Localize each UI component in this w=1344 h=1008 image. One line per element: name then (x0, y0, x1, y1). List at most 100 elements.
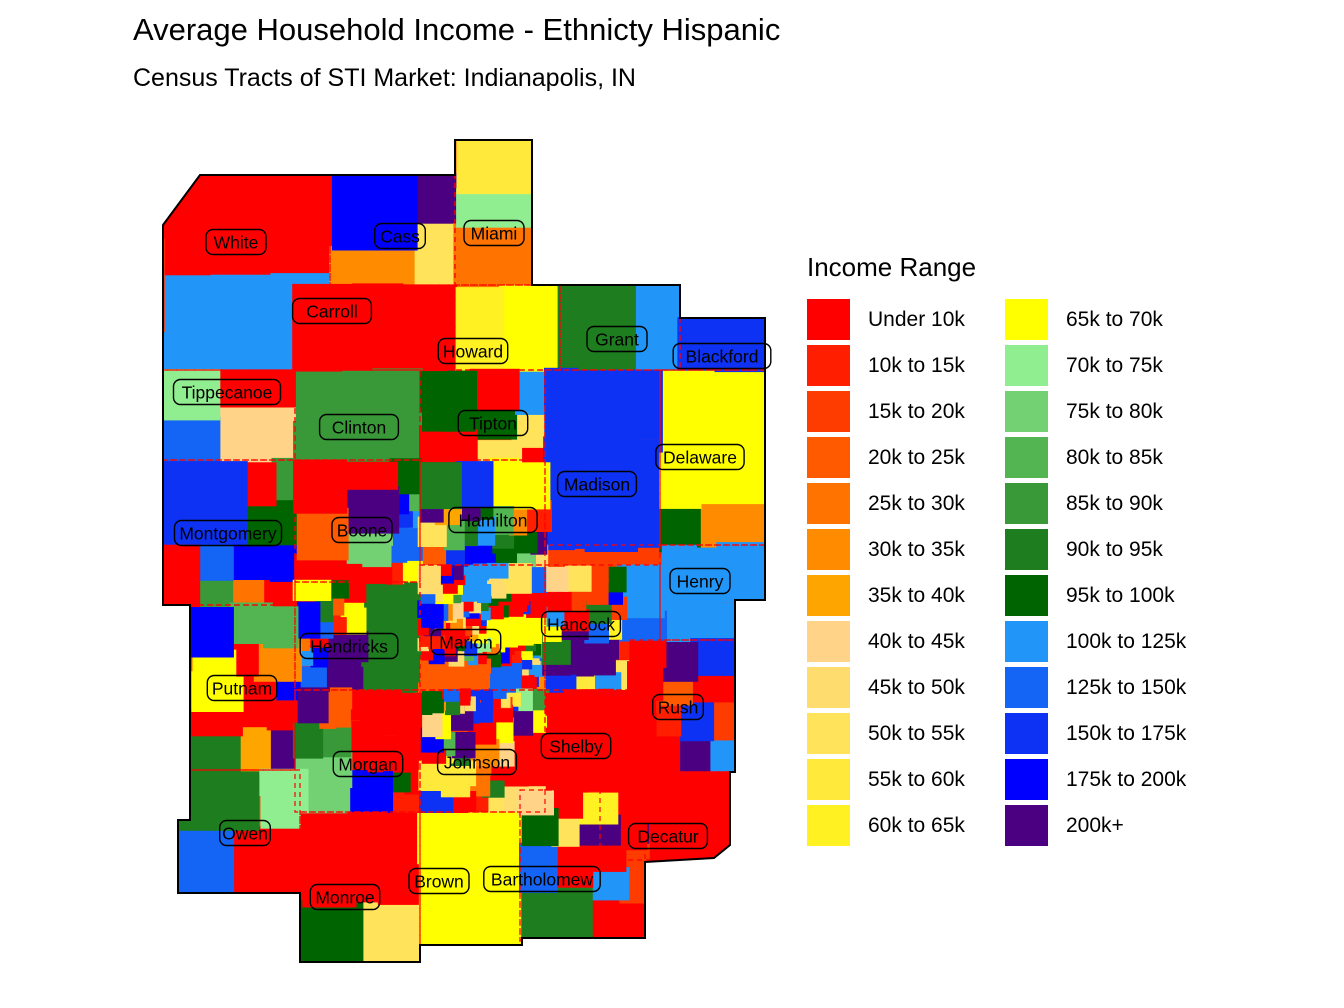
census-tract (189, 709, 243, 737)
legend-label: 80k to 85k (1066, 445, 1163, 469)
census-tract (453, 223, 536, 291)
census-tract (661, 544, 697, 588)
census-tract (488, 457, 520, 506)
county-label: Monroe (309, 883, 381, 911)
county-label-text: Hendricks (310, 637, 388, 657)
county-label-text: Decatur (637, 827, 698, 847)
county-label-text: Johnson (444, 753, 510, 773)
census-tract (521, 883, 593, 945)
census-tract (468, 812, 507, 864)
census-tract (662, 370, 715, 461)
legend-label: Under 10k (868, 307, 965, 331)
census-tract (660, 583, 692, 612)
county-label-text: Tipton (469, 414, 517, 434)
census-tract (545, 692, 571, 716)
census-tract (603, 566, 627, 593)
county-label: Marion (430, 628, 502, 656)
census-tract (514, 462, 551, 510)
census-tract (481, 689, 494, 701)
legend-label: 35k to 40k (868, 583, 965, 607)
legend-column-2: 65k to 70k 70k to 75k 75k to 80k 80k to 85k… (1005, 299, 1203, 851)
legend-swatch (807, 713, 850, 754)
county-label: Cass (374, 222, 427, 250)
census-tract (292, 283, 354, 376)
county-label-box (430, 628, 502, 656)
census-tract (422, 708, 443, 738)
county-label-text: White (214, 233, 259, 253)
legend-item: 125k to 150k (1005, 667, 1203, 708)
county-border (419, 459, 546, 566)
county-label-box (332, 750, 404, 778)
legend-label: 90k to 95k (1066, 537, 1163, 561)
legend-item: 200k+ (1005, 805, 1203, 846)
county-label-text: Putnam (212, 679, 272, 699)
legend-item: 35k to 40k (807, 575, 1005, 616)
county-label-text: Grant (595, 330, 639, 350)
census-tract (713, 697, 745, 741)
county-label: Hancock (540, 610, 622, 638)
legend-label: 95k to 100k (1066, 583, 1175, 607)
census-tract (421, 700, 433, 715)
legend-item: 175k to 200k (1005, 759, 1203, 800)
county-label-text: Morgan (338, 755, 397, 775)
legend-label: 150k to 175k (1066, 721, 1187, 745)
county-label: Blackford (672, 342, 772, 370)
county-label-box (331, 516, 393, 544)
census-tract (465, 614, 482, 626)
census-tract (206, 175, 272, 234)
census-tract (492, 717, 514, 744)
census-tract (586, 578, 609, 605)
county-border (294, 459, 421, 583)
census-tract (217, 402, 301, 468)
census-tract (527, 654, 541, 665)
legend-swatch (1005, 437, 1048, 478)
census-tract (643, 771, 734, 866)
legend-item: 30k to 35k (807, 529, 1005, 570)
county-label-box (437, 337, 509, 365)
census-tract (206, 227, 271, 275)
census-tract (417, 813, 471, 865)
census-tract (520, 672, 537, 691)
census-tract (417, 565, 441, 595)
census-tract (443, 689, 460, 702)
census-tract (302, 876, 357, 908)
census-tract (259, 768, 309, 796)
census-tract (486, 619, 498, 636)
county-label-text: Montgomery (179, 524, 277, 544)
census-tract (486, 575, 499, 586)
county-label-box (218, 819, 271, 847)
county-label: Madison (556, 470, 638, 498)
census-tract (526, 660, 539, 675)
census-tract (345, 631, 369, 663)
county-label: Tippecanoe (172, 378, 282, 406)
legend-label: 15k to 20k (868, 399, 965, 423)
county-label: Carroll (291, 297, 373, 325)
legend-swatch (807, 299, 850, 340)
legend-label: 100k to 125k (1066, 629, 1187, 653)
county-label-text: Howard (443, 342, 503, 362)
county-label-box (291, 297, 373, 325)
legend-item: 25k to 30k (807, 483, 1005, 524)
census-tract (343, 409, 391, 464)
legend-label: 200k+ (1066, 813, 1124, 837)
census-tract (419, 425, 452, 464)
census-tract (229, 602, 273, 644)
legend-item: 80k to 85k (1005, 437, 1203, 478)
county-label-box (374, 222, 427, 250)
county-label-text: Brown (414, 872, 464, 892)
census-tract (344, 486, 400, 534)
census-tract (519, 842, 558, 893)
county-label: Johnson (436, 748, 518, 776)
county-label: Hendricks (299, 632, 399, 660)
county-label-box (299, 632, 399, 660)
census-tract (398, 665, 417, 676)
census-tract (716, 542, 765, 603)
legend-label: 60k to 65k (868, 813, 965, 837)
county-label-box (309, 883, 381, 911)
legend-label: 125k to 150k (1066, 675, 1187, 699)
legend-swatch (807, 575, 850, 616)
census-tract (163, 461, 248, 545)
county-label-text: Miami (471, 224, 518, 244)
census-tract (292, 722, 324, 759)
